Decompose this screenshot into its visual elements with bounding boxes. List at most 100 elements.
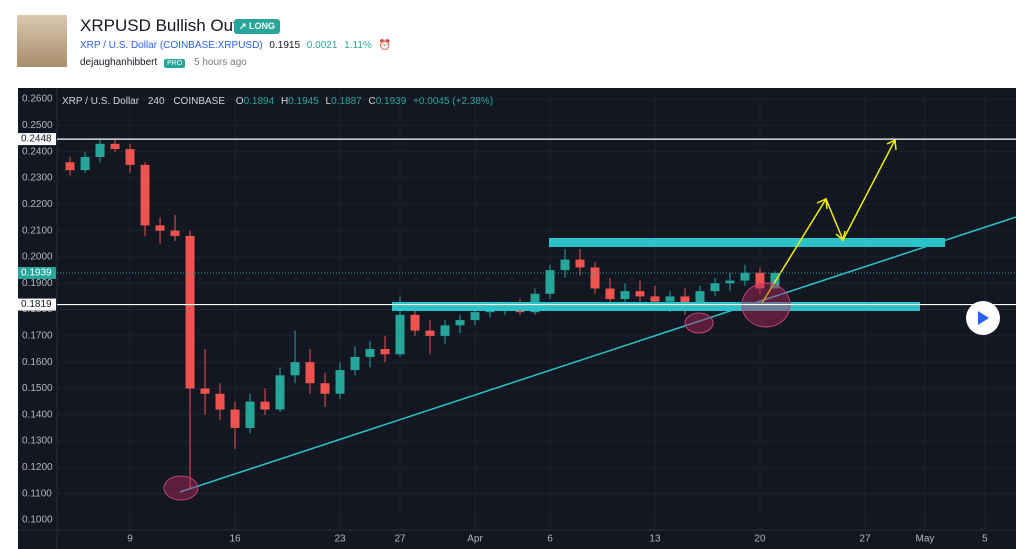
legend-c: 0.1939 [376, 96, 407, 107]
x-tick-label: May [916, 534, 935, 545]
candle-body [650, 296, 660, 302]
avatar [17, 15, 67, 67]
candle-body [155, 225, 165, 231]
candle-body [620, 291, 630, 300]
candle-body [185, 235, 195, 389]
candle-body [170, 230, 180, 236]
candle-body [590, 267, 600, 289]
candle-body [260, 401, 270, 410]
price-label: 0.2448 [21, 134, 52, 145]
candle-body [635, 291, 645, 297]
x-tick-label: 27 [859, 534, 871, 545]
x-tick-label: 20 [754, 534, 766, 545]
legend-h-label: H [281, 96, 288, 107]
price-label: 0.1939 [21, 268, 52, 279]
price-label-bg [18, 298, 56, 311]
idea-title: XRPUSD Bullish Outlook [80, 16, 269, 35]
legend-l-label: L [326, 96, 332, 107]
price-label-bg [18, 133, 56, 146]
candle-body [200, 388, 210, 394]
candle-body [380, 349, 390, 355]
y-tick-label: 0.1300 [22, 436, 53, 447]
change-pct: 1.11% [344, 40, 372, 51]
candle-body [125, 149, 135, 165]
y-tick-label: 0.1000 [22, 515, 53, 526]
x-tick-label: 9 [127, 534, 133, 545]
candle-body [335, 370, 345, 394]
candle-body [740, 272, 750, 281]
candle-body [80, 156, 90, 171]
candle-body [470, 312, 480, 321]
arrow-head [816, 197, 828, 210]
arrow-head [886, 138, 897, 151]
y-tick-label: 0.1600 [22, 357, 53, 368]
y-tick-label: 0.1400 [22, 409, 53, 420]
x-tick-label: 6 [547, 534, 553, 545]
x-tick-label: 23 [334, 534, 346, 545]
price-label: 0.1819 [21, 299, 52, 310]
legend-c-label: C [368, 96, 375, 107]
x-tick-label: 16 [229, 534, 241, 545]
pro-badge: PRO [164, 59, 186, 68]
y-tick-label: 0.2500 [22, 120, 53, 131]
candle-body [290, 362, 300, 376]
candle-body [215, 393, 225, 410]
candle-body [320, 383, 330, 394]
chart-bg [18, 88, 1016, 549]
candle-body [65, 162, 75, 171]
author-line: dejaughanhibbert PRO 5 hours ago [80, 57, 247, 68]
candle-body [140, 164, 150, 226]
x-tick-label: 27 [394, 534, 406, 545]
symbol-link[interactable]: XRP / U.S. Dollar [80, 40, 158, 51]
y-tick-label: 0.2400 [22, 146, 53, 157]
candle-body [680, 296, 690, 305]
price-label-bg [18, 266, 56, 279]
candle-body [230, 409, 240, 428]
legend-o: 0.1894 [244, 96, 275, 107]
candle-body [410, 314, 420, 331]
symbol-code[interactable]: (COINBASE:XRPUSD) [159, 40, 263, 51]
legend: XRP / U.S. Dollar 240 COINBASE O0.1894 H… [62, 96, 493, 107]
change: 0.0021 [306, 40, 338, 51]
candle-body [110, 143, 120, 150]
x-tick-label: 5 [982, 534, 988, 545]
author[interactable]: dejaughanhibbert [80, 57, 158, 68]
candle-body [605, 288, 615, 300]
y-tick-label: 0.1700 [22, 331, 53, 342]
y-tick-label: 0.2300 [22, 173, 53, 184]
candle-body [755, 272, 765, 289]
legend-o-label: O [236, 96, 244, 107]
projection-path [761, 139, 896, 304]
y-tick-label: 0.1200 [22, 462, 53, 473]
price: 0.1915 [269, 40, 301, 51]
y-tick-label: 0.1500 [22, 383, 53, 394]
candle-body [725, 280, 735, 284]
candle-body [305, 362, 315, 384]
legend-h: 0.1945 [288, 96, 319, 107]
candle-body [455, 320, 465, 326]
candle-body [365, 349, 375, 357]
legend-symbol: XRP / U.S. Dollar [62, 96, 140, 107]
y-tick-label: 0.2600 [22, 94, 53, 105]
support-zone [392, 302, 920, 311]
badge-text: LONG [249, 21, 276, 31]
candle-body [395, 314, 405, 355]
alert-icon[interactable]: ⏰ [378, 40, 392, 51]
legend-l: 0.1887 [331, 96, 362, 107]
candle-body [710, 283, 720, 292]
candle-body [350, 356, 360, 371]
y-tick-label: 0.2100 [22, 225, 53, 236]
candle-body [95, 143, 105, 157]
highlight [163, 475, 199, 501]
resistance-zone [549, 238, 945, 247]
long-badge: ↗ LONG [234, 19, 281, 34]
x-tick-label: 13 [649, 534, 661, 545]
candle-body [275, 375, 285, 410]
candle-body [560, 259, 570, 271]
candle-body [425, 330, 435, 336]
candle-body [245, 401, 255, 428]
legend-exchange: COINBASE [173, 96, 225, 107]
candle-body [575, 259, 585, 268]
candle-body [695, 291, 705, 305]
